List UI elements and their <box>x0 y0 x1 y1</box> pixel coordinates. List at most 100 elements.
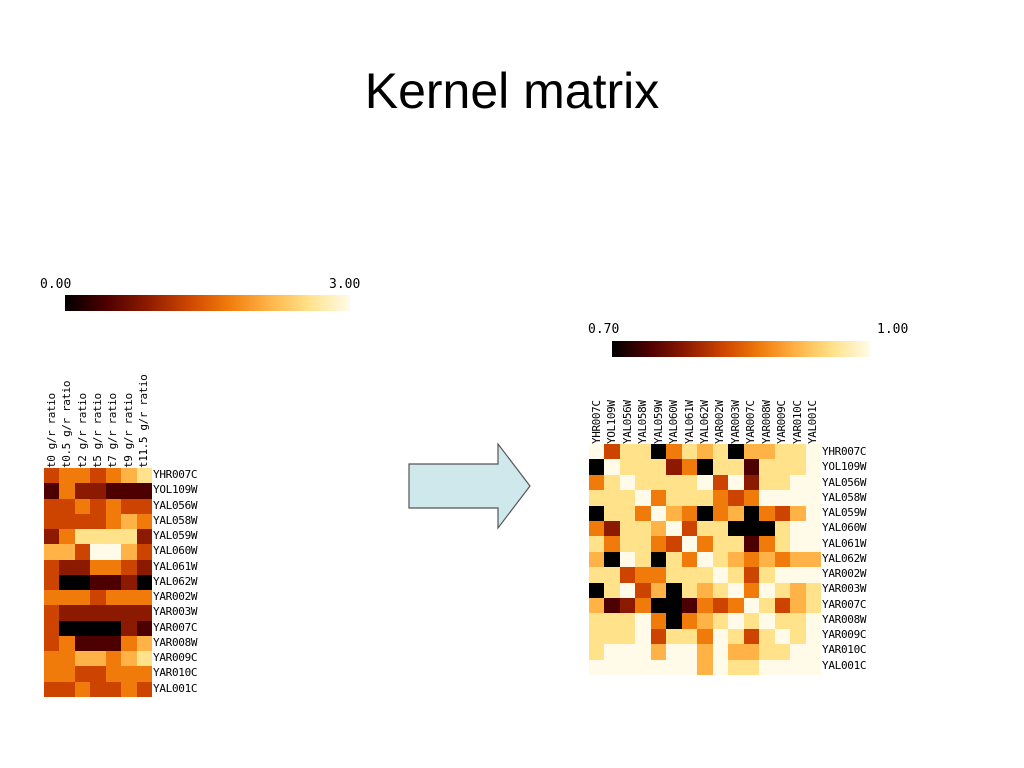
kernel-cell <box>681 659 698 675</box>
row-label: YAR008W <box>822 612 867 626</box>
kernel-cell <box>681 644 698 660</box>
kernel-cell <box>589 567 605 583</box>
heatmap-cell <box>59 544 75 560</box>
column-label: t11.5 g/r ratio <box>137 374 151 468</box>
kernel-cell <box>774 551 791 568</box>
kernel-cell <box>635 551 651 568</box>
kernel-cell <box>650 459 667 475</box>
column-label: t2 g/r ratio <box>75 393 89 468</box>
kernel-cell <box>650 582 667 598</box>
heatmap-cell <box>105 620 122 636</box>
kernel-cell <box>604 490 620 506</box>
kernel-cell <box>604 567 620 583</box>
kernel-cell <box>774 536 791 552</box>
kernel-cell <box>712 551 729 568</box>
kernel-cell <box>774 628 791 645</box>
heatmap-cell <box>105 468 122 484</box>
slide-title: Kernel matrix <box>364 63 660 119</box>
kernel-cell <box>619 444 636 460</box>
kernel-cell <box>759 520 775 537</box>
heatmap-cell <box>105 681 122 697</box>
kernel-cell <box>635 490 651 506</box>
heatmap-cell <box>136 590 152 606</box>
kernel-cell <box>589 536 605 552</box>
left-column-labels: t0 g/r ratio t0.5 g/r ratio t2 g/r ratio t5… <box>44 318 152 468</box>
kernel-cell <box>805 459 821 475</box>
kernel-cell <box>589 613 605 629</box>
kernel-cell <box>604 628 620 645</box>
heatmap-cell <box>74 681 91 697</box>
heatmap-cell <box>121 605 137 621</box>
kernel-cell <box>666 444 682 460</box>
right-arrow-icon <box>408 442 531 530</box>
heatmap-cell <box>90 498 106 514</box>
row-label: YAR007C <box>822 597 867 611</box>
heatmap-cell <box>90 483 106 499</box>
kernel-cell <box>666 659 682 675</box>
column-label: t5 g/r ratio <box>91 393 104 468</box>
kernel-cell <box>589 659 605 675</box>
kernel-cell <box>805 659 821 675</box>
kernel-cell <box>759 567 775 583</box>
heatmap-cell <box>121 666 137 682</box>
row-label: YAL062W <box>153 574 198 588</box>
kernel-cell <box>805 644 821 660</box>
kernel-cell <box>697 597 713 614</box>
heatmap-cell <box>59 681 75 697</box>
kernel-cell <box>805 551 821 568</box>
heatmap-cell <box>59 635 75 652</box>
heatmap-cell <box>90 651 106 667</box>
kernel-cell <box>681 551 698 568</box>
heatmap-cell <box>121 559 137 575</box>
kernel-cell <box>589 444 605 460</box>
kernel-cell <box>697 582 713 598</box>
kernel-cell <box>790 459 806 475</box>
kernel-cell <box>635 536 651 552</box>
heatmap-cell <box>59 620 75 636</box>
heatmap-cell <box>90 529 106 545</box>
heatmap-cell <box>136 513 152 530</box>
kernel-cell <box>604 474 620 491</box>
kernel-cell <box>697 490 713 506</box>
kernel-cell <box>805 474 821 491</box>
kernel-cell <box>790 474 806 491</box>
row-label: YAR007C <box>153 620 198 634</box>
kernel-cell <box>619 474 636 491</box>
heatmap-cell <box>136 544 152 560</box>
heatmap-cell <box>74 529 91 545</box>
kernel-cell <box>635 474 651 491</box>
kernel-cell <box>712 644 729 660</box>
kernel-cell <box>712 490 729 506</box>
left-scale-min-label: 0.00 <box>40 277 72 292</box>
kernel-cell <box>790 505 806 521</box>
kernel-cell <box>790 444 806 460</box>
column-label: YAR002W <box>713 400 727 444</box>
kernel-cell <box>805 613 821 629</box>
heatmap-cell <box>44 666 60 682</box>
kernel-cell <box>697 474 713 491</box>
row-label: YAR009C <box>153 651 198 665</box>
kernel-cell <box>790 520 806 537</box>
kernel-cell <box>743 490 760 506</box>
heatmap-cell <box>105 498 122 514</box>
kernel-cell <box>635 520 651 537</box>
kernel-cell <box>728 551 744 568</box>
kernel-cell <box>697 628 713 645</box>
kernel-cell <box>650 520 667 537</box>
heatmap-cell <box>90 620 106 636</box>
row-label: YAL060W <box>153 544 198 558</box>
kernel-matrix-grid <box>589 444 821 675</box>
kernel-cell <box>774 659 791 675</box>
kernel-cell <box>759 536 775 552</box>
kernel-cell <box>650 597 667 614</box>
heatmap-cell <box>74 605 91 621</box>
kernel-cell <box>774 505 791 521</box>
heatmap-cell <box>90 681 106 697</box>
kernel-cell <box>728 628 744 645</box>
heatmap-cell <box>44 620 60 636</box>
kernel-cell <box>728 567 744 583</box>
row-label: YAL058W <box>153 513 198 527</box>
kernel-cell <box>759 551 775 568</box>
kernel-cell <box>805 490 821 506</box>
kernel-cell <box>635 444 651 460</box>
